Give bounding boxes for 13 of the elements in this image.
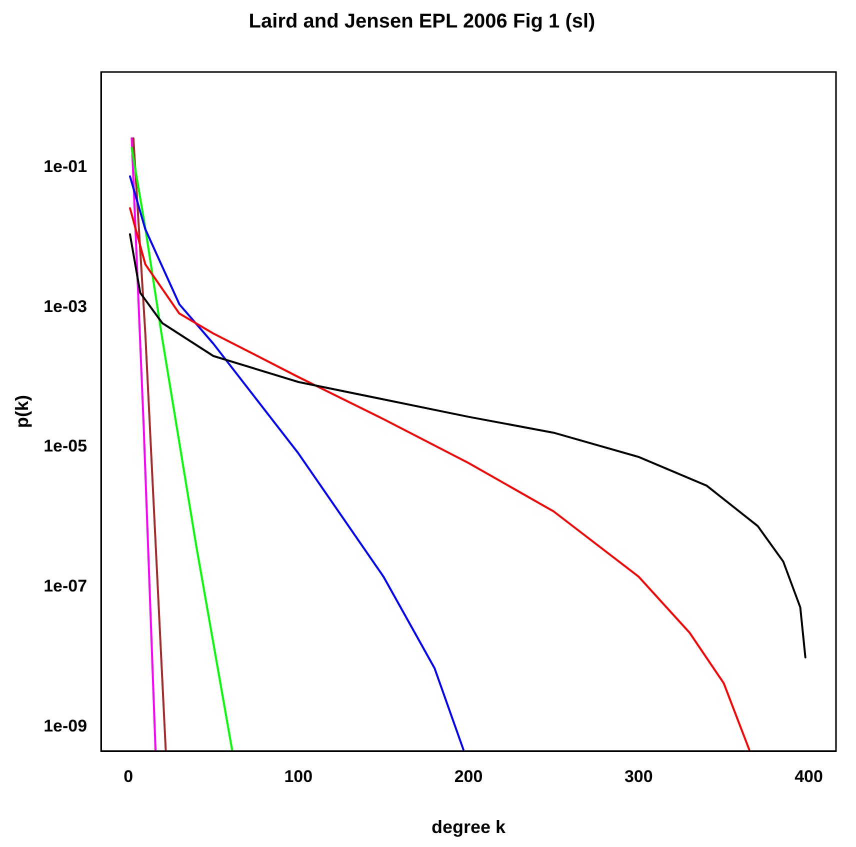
y-tick-label: 1e-09 bbox=[44, 716, 88, 736]
x-tick-label: 200 bbox=[454, 766, 483, 786]
y-axis-title: p(k) bbox=[12, 395, 32, 428]
y-tick-label: 1e-05 bbox=[44, 436, 88, 456]
x-axis-title: degree k bbox=[432, 817, 507, 838]
y-tick-label: 1e-03 bbox=[44, 296, 88, 316]
x-tick-label: 300 bbox=[624, 766, 653, 786]
y-tick-label: 1e-01 bbox=[44, 156, 88, 176]
x-tick-label: 0 bbox=[124, 766, 134, 786]
x-tick-label: 100 bbox=[284, 766, 313, 786]
y-tick-label: 1e-07 bbox=[44, 576, 88, 596]
chart-title: Laird and Jensen EPL 2006 Fig 1 (sl) bbox=[248, 10, 596, 33]
x-tick-label: 400 bbox=[794, 766, 823, 786]
